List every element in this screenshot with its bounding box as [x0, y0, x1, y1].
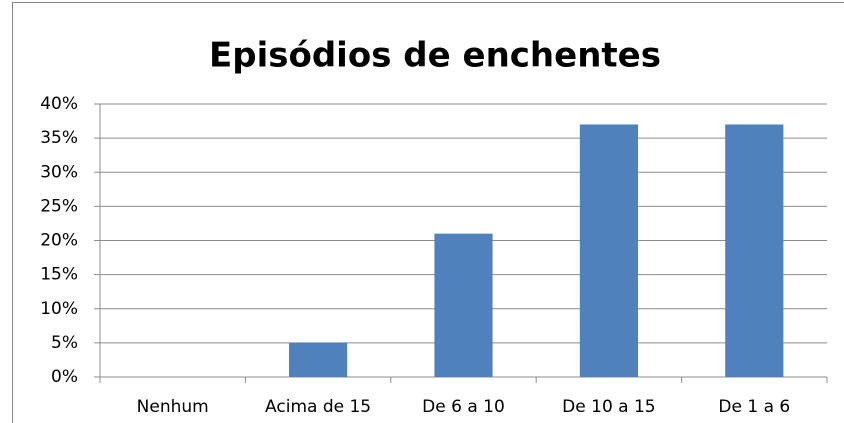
chart-frame: [12, 2, 844, 423]
y-tick-label: 15%: [40, 265, 78, 285]
x-tick-label: Nenhum: [137, 397, 209, 417]
y-tick-label: 0%: [51, 367, 78, 387]
y-tick-label: 35%: [40, 128, 78, 148]
y-tick-label: 5%: [51, 333, 78, 353]
chart-title: Episódios de enchentes: [209, 36, 661, 76]
bar: [725, 124, 784, 377]
bar: [434, 233, 493, 377]
y-tick-label: 20%: [40, 231, 78, 251]
bar: [579, 124, 638, 377]
y-tick-label: 25%: [40, 196, 78, 216]
x-tick-label: De 10 a 15: [562, 397, 655, 417]
bar: [289, 342, 348, 377]
y-tick-label: 30%: [40, 162, 78, 182]
x-tick-label: Acima de 15: [265, 397, 371, 417]
x-tick-label: De 1 a 6: [718, 397, 790, 417]
y-tick-label: 40%: [40, 94, 78, 114]
y-tick-label: 10%: [40, 299, 78, 319]
x-tick-label: De 6 a 10: [422, 397, 505, 417]
